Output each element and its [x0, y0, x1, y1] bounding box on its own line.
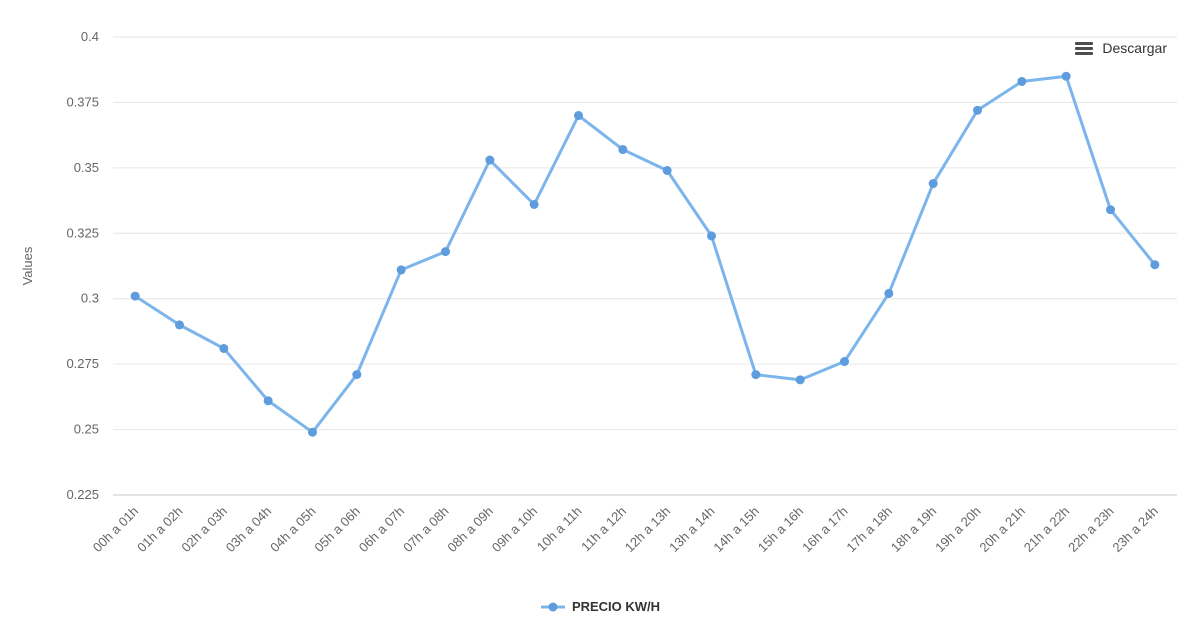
x-axis-tick-label: 19h a 20h [932, 504, 984, 556]
y-axis-tick-label: 0.225 [66, 487, 99, 502]
x-axis-tick-label: 20h a 21h [976, 504, 1028, 556]
y-axis-tick-label: 0.4 [81, 29, 99, 44]
data-point[interactable] [1150, 260, 1160, 270]
x-axis-tick-label: 04h a 05h [267, 504, 319, 556]
x-axis-tick-label: 23h a 24h [1109, 504, 1161, 556]
data-point[interactable] [618, 145, 628, 155]
data-point[interactable] [662, 165, 672, 175]
series-line [133, 74, 1157, 434]
x-axis-tick-label: 00h a 01h [90, 504, 142, 556]
data-point[interactable] [884, 288, 894, 298]
data-point[interactable] [1106, 205, 1115, 215]
y-axis-tick-label: 0.3 [81, 291, 99, 306]
x-axis-tick-label: 14h a 15h [710, 504, 762, 556]
x-axis-tick-label: 22h a 23h [1065, 504, 1117, 556]
data-point[interactable] [973, 105, 982, 115]
y-axis-tick-label: 0.325 [66, 225, 99, 240]
data-point[interactable] [928, 179, 938, 189]
data-point[interactable] [707, 231, 716, 241]
legend-item-precio-kwh[interactable]: PRECIO KW/H [540, 599, 660, 614]
x-axis-tick-label: 10h a 11h [534, 504, 585, 555]
data-point[interactable] [441, 247, 450, 257]
data-point[interactable] [396, 265, 406, 275]
x-axis-tick-label: 12h a 13h [622, 504, 674, 556]
x-axis-tick-label: 08h a 09h [444, 504, 496, 556]
x-axis-tick-label: 17h a 18h [843, 504, 895, 556]
data-point[interactable] [352, 370, 362, 380]
x-axis-tick-label: 02h a 03h [178, 504, 230, 556]
y-axis-tick-label: 0.25 [74, 422, 99, 437]
x-axis-tick-label: 03h a 04h [223, 504, 275, 556]
x-axis-tick-label: 01h a 02h [134, 504, 186, 556]
data-point[interactable] [529, 199, 539, 209]
x-axis-tick-label: 16h a 17h [799, 504, 851, 556]
data-point[interactable] [219, 343, 229, 353]
y-axis-tick-label: 0.375 [66, 94, 99, 109]
y-axis-title: Values [20, 246, 35, 285]
x-axis-tick-label: 07h a 08h [400, 504, 452, 556]
data-point[interactable] [840, 357, 849, 367]
x-axis-tick-label: 05h a 06h [311, 504, 363, 556]
data-point[interactable] [1061, 71, 1071, 81]
data-point[interactable] [1017, 76, 1027, 86]
x-axis-tick-label: 06h a 07h [356, 504, 408, 556]
legend-series-label: PRECIO KW/H [571, 599, 661, 614]
x-axis-tick-label: 21h a 22h [1021, 504, 1073, 556]
data-point[interactable] [795, 375, 805, 385]
data-point[interactable] [574, 111, 583, 121]
data-point[interactable] [263, 396, 273, 406]
data-point[interactable] [485, 155, 495, 165]
legend-series-marker-icon [540, 602, 565, 611]
hamburger-menu-icon [1075, 41, 1094, 55]
data-point[interactable] [175, 320, 184, 330]
download-menu-button[interactable]: Descargar [1075, 41, 1167, 55]
y-axis-tick-label: 0.35 [74, 160, 99, 175]
x-axis-tick-label: 11h a 12h [578, 504, 629, 555]
data-point[interactable] [751, 370, 761, 380]
y-axis-tick-label: 0.275 [66, 356, 99, 371]
download-label: Descargar [1102, 40, 1167, 56]
data-point[interactable] [308, 427, 317, 437]
data-point[interactable] [130, 291, 140, 301]
x-axis-tick-label: 09h a 10h [489, 504, 541, 556]
legend: PRECIO KW/H [0, 599, 1200, 614]
x-axis-tick-label: 13h a 14h [666, 504, 718, 556]
x-axis-tick-label: 15h a 16h [755, 504, 807, 556]
x-axis-tick-label: 18h a 19h [888, 504, 940, 556]
